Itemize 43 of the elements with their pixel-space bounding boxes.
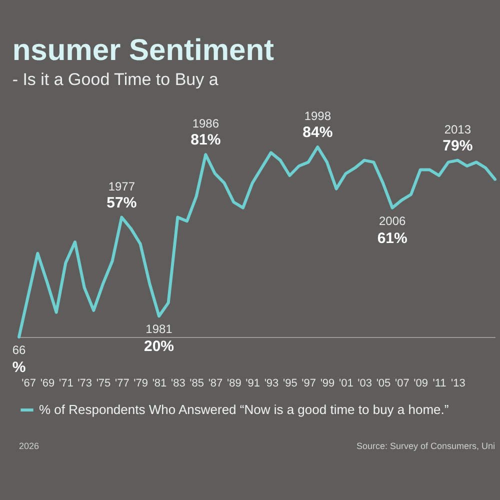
annotation: 2006 — [378, 214, 406, 228]
x-tick-label: '69 — [40, 378, 55, 390]
x-tick-label: '83 — [170, 378, 186, 390]
x-tick-label: '91 — [246, 378, 260, 390]
annotation: 20% — [144, 338, 174, 356]
text: 2026 — [19, 441, 40, 451]
x-tick-label: '99 — [320, 378, 335, 390]
annotation: 57% — [106, 194, 137, 212]
x-tick-label: '71 — [58, 378, 74, 390]
chart-title: nsumer Sentiment — [12, 34, 274, 67]
annotation: 1998 — [304, 109, 332, 123]
x-tick-label: '07 — [394, 378, 410, 390]
x-tick-label: '11 — [432, 378, 446, 390]
annotation: 81% — [190, 132, 221, 149]
x-tick-label: '73 — [78, 378, 92, 390]
annotation: % — [12, 359, 26, 376]
source-note: Source: Survey of Consumers, Uni — [356, 441, 495, 451]
x-tick-label: '77 — [114, 378, 130, 390]
annotation: 61% — [377, 230, 408, 247]
x-tick-label: '01 — [338, 378, 354, 390]
chart-subtitle: - Is it a Good Time to Buy a — [12, 70, 219, 89]
annotation: 79% — [442, 137, 473, 154]
x-tick-label: '93 — [264, 378, 279, 390]
x-tick-label: '85 — [190, 378, 204, 390]
annotation: 1981 — [146, 322, 173, 336]
x-tick-label: '03 — [358, 378, 372, 390]
x-tick-label: '67 — [22, 378, 36, 390]
x-tick-label: '09 — [414, 378, 428, 390]
x-tick-label: '97 — [302, 378, 316, 390]
annotation: 66 — [12, 343, 26, 357]
annotation: 1977 — [108, 179, 136, 194]
x-tick-label: '79 — [134, 378, 148, 390]
x-tick-label: '13 — [450, 378, 466, 390]
x-tick-label: '89 — [226, 378, 242, 390]
annotation: 84% — [302, 124, 333, 141]
annotation: 2013 — [444, 122, 472, 136]
legend-label: % of Respondents Who Answered “Now is a good time to buy a home.” — [39, 402, 449, 417]
x-tick-label: '75 — [96, 378, 111, 390]
x-tick-label: '87 — [208, 378, 223, 390]
annotation: 1986 — [192, 116, 220, 131]
x-tick-label: '81 — [152, 378, 167, 390]
x-tick-label: '95 — [282, 378, 298, 390]
x-tick-label: '05 — [376, 378, 391, 390]
